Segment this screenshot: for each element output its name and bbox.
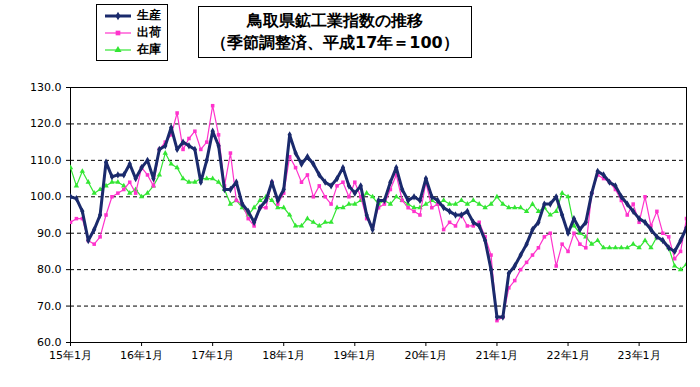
svg-text:17年1月: 17年1月 (191, 349, 234, 362)
html-text:生産: 生産 (137, 8, 161, 22)
svg-text:80.0: 80.0 (37, 263, 62, 276)
html-text:出荷: 出荷 (137, 25, 161, 39)
svg-text:110.0: 110.0 (30, 154, 62, 167)
html-text:鳥取県鉱工業指数の推移: 鳥取県鉱工業指数の推移 (246, 11, 423, 30)
svg-text:100.0: 100.0 (30, 190, 62, 203)
svg-text:15年1月: 15年1月 (49, 349, 92, 362)
svg-text:70.0: 70.0 (37, 300, 62, 313)
svg-text:20年1月: 20年1月 (404, 349, 447, 362)
svg-text:16年1月: 16年1月 (120, 349, 163, 362)
html-text:在庫: 在庫 (137, 42, 161, 56)
svg-text:23年1月: 23年1月 (618, 349, 661, 362)
svg-text:22年1月: 22年1月 (547, 349, 590, 362)
svg-text:120.0: 120.0 (30, 117, 62, 130)
html-text:（季節調整済、平成17年＝100）: （季節調整済、平成17年＝100） (211, 33, 459, 52)
svg-text:18年1月: 18年1月 (262, 349, 305, 362)
svg-text:130.0: 130.0 (30, 81, 62, 94)
svg-text:21年1月: 21年1月 (475, 349, 518, 362)
svg-text:19年1月: 19年1月 (333, 349, 376, 362)
svg-text:60.0: 60.0 (37, 336, 62, 349)
svg-text:90.0: 90.0 (37, 227, 62, 240)
